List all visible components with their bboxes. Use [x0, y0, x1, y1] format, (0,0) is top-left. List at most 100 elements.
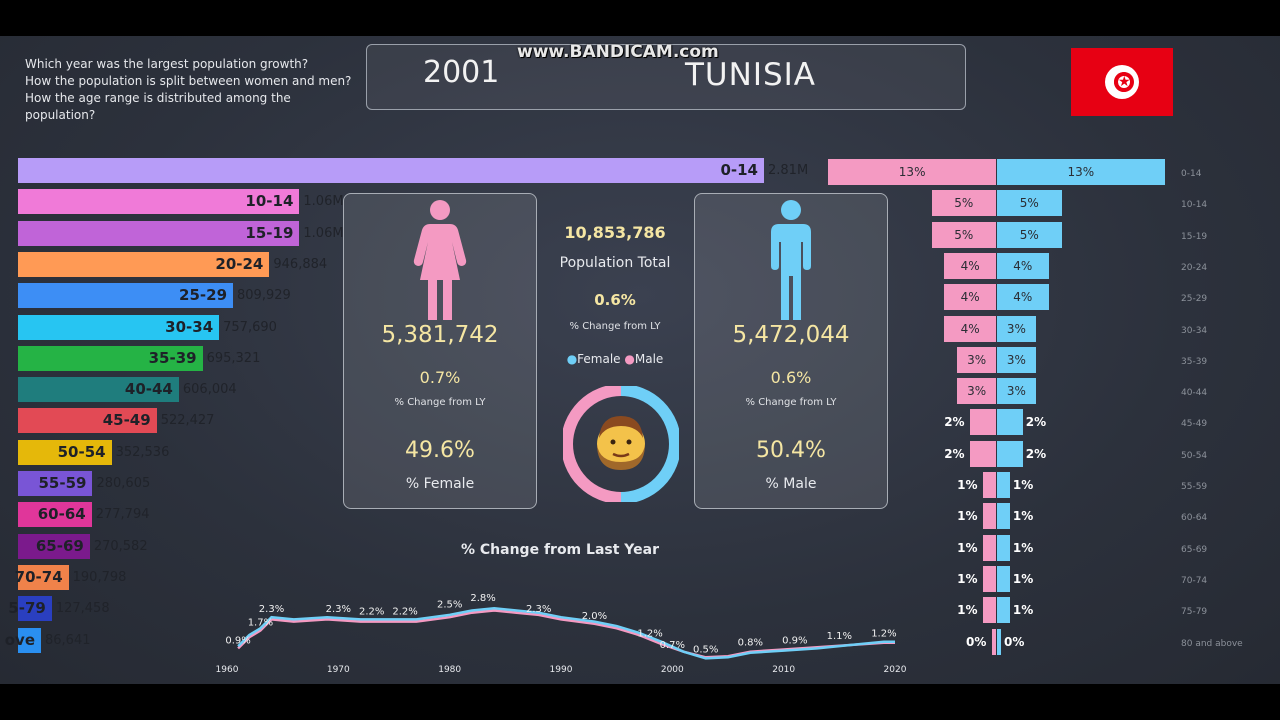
male-change: 0.6%	[770, 368, 812, 387]
age-bar-value: 127,458	[55, 601, 110, 617]
pyramid-female-bar	[970, 409, 996, 436]
pyramid-age-label: 75-79	[1181, 607, 1208, 618]
age-bar-label: 15-19	[245, 223, 294, 242]
total-change: 0.6%	[594, 291, 636, 309]
pyramid-male-label: 1%	[1012, 603, 1034, 618]
pyramid-female-label: 0%	[966, 634, 987, 649]
age-bar: 70-74 190,798	[14, 564, 126, 590]
male-share: 50.4%	[756, 438, 826, 463]
pyramid-age-label: 40-44	[1181, 388, 1208, 399]
pyramid-female-bar: 5%	[931, 221, 996, 248]
pyramid-age-label: 70-74	[1181, 575, 1208, 586]
pyramid-male-label: 1%	[1012, 571, 1034, 586]
x-tick-label: 1960	[216, 665, 239, 675]
pyramid-male-label: 0%	[1004, 634, 1025, 649]
age-bar-value: 695,321	[206, 350, 261, 366]
age-bar: 40-44 606,004	[18, 377, 237, 403]
age-bar-label: 20-24	[215, 254, 264, 273]
age-bar: 50-54 352,536	[18, 439, 169, 465]
age-bar-value: 606,004	[182, 382, 237, 398]
pyramid-male-bar: 3%	[997, 378, 1036, 405]
age-bar-value: 280,605	[96, 476, 151, 491]
point-label: 0.5%	[693, 644, 718, 655]
legend-dot-male: ●	[624, 352, 635, 366]
legend-male-label: Male	[634, 352, 664, 366]
pyramid-age-label: 80 and above	[1181, 638, 1243, 649]
change-line-chart: 0.9% 1.7% 2.3% 2.3% 2.2% 2.2% 2.5% 2.8% 2.3% 2.0%…	[216, 593, 907, 675]
age-bar-value: 946,884	[273, 256, 328, 272]
male-count: 5,472,044	[732, 322, 850, 348]
pyramid-female-bar	[983, 472, 996, 498]
age-bar: 20-24 946,884	[18, 251, 327, 277]
age-bar: 15-19 1.06M	[18, 220, 344, 246]
population-total-value: 10,853,786	[564, 223, 666, 242]
pyramid-male-bar	[997, 409, 1023, 436]
pyramid-age-label: 55-59	[1181, 482, 1208, 492]
pyramid-male-bar	[997, 597, 1010, 624]
age-bar-value: 522,427	[160, 413, 215, 429]
pyramid-age-label: 65-69	[1181, 544, 1208, 555]
age-bar-label: 10-14	[245, 192, 294, 211]
pyramid-female-bar	[983, 565, 996, 592]
point-label: 1.1%	[827, 631, 852, 642]
pyramid-age-label: 50-54	[1181, 450, 1208, 461]
pyramid-male-bar: 5%	[997, 190, 1062, 217]
pyramid-female-label: 2%	[944, 446, 965, 461]
pyramid-male-bar	[997, 565, 1010, 592]
question-line: population?	[25, 108, 96, 122]
donut-female-arc	[563, 386, 622, 502]
pyramid-age-label: 45-49	[1181, 419, 1208, 430]
pyramid-age-label: 10-14	[1181, 200, 1208, 211]
male-share-label: % Male	[765, 476, 817, 492]
question-block: Which year was the largest population gr…	[25, 56, 365, 124]
age-bar-label: 70-74	[14, 567, 63, 586]
age-bar-label: 65-69	[35, 536, 84, 555]
age-bar-label: ove	[4, 630, 35, 649]
age-bar-value: 270,582	[93, 538, 148, 554]
pyramid-male-bar	[997, 472, 1010, 498]
pyramid-female-label: 1%	[957, 540, 978, 555]
age-bar: ove 86,641	[5, 627, 91, 653]
dashboard-canvas: Which year was the largest population gr…	[0, 36, 1280, 684]
pyramid-age-label: 15-19	[1181, 231, 1208, 242]
age-bar-label: 0-14	[720, 161, 758, 179]
point-label: 2.8%	[470, 593, 495, 604]
pyramid-male-bar: 3%	[997, 315, 1036, 342]
pyramid-age-label: 60-64	[1181, 513, 1208, 524]
question-line: How the population is split between wome…	[25, 74, 352, 88]
x-tick-label: 2010	[772, 665, 795, 675]
x-tick-label: 1970	[327, 665, 350, 675]
pyramid-age-label: 25-29	[1181, 294, 1208, 305]
pyramid-female-bar: 4%	[944, 252, 996, 279]
age-bar-label: 55-59	[38, 474, 87, 492]
pyramid-female-bar: 13%	[828, 159, 996, 185]
pyramid-female-bar	[983, 534, 996, 561]
point-label: 0.9%	[782, 635, 807, 646]
total-change-label: % Change from LY	[569, 321, 661, 332]
x-tick-label: 1990	[550, 665, 573, 675]
pyramid-male-label: 1%	[1012, 509, 1034, 524]
pyramid-age-label: 35-39	[1181, 356, 1208, 367]
watermark: www.BANDICAM.com	[517, 42, 719, 62]
age-bar-label: 40-44	[124, 380, 173, 399]
age-bar-value: 757,690	[223, 319, 277, 335]
age-bar-label: 60-64	[37, 505, 86, 524]
male-figure-icon	[771, 200, 811, 320]
pyramid-age-label: 20-24	[1181, 262, 1208, 273]
age-bar-label: 30-34	[165, 317, 214, 336]
age-bar-value: 86,641	[45, 632, 91, 648]
pyramid-male-bar: 13%	[997, 159, 1165, 185]
pyramid-male-bar: 4%	[997, 284, 1049, 311]
point-label: 2.3%	[326, 604, 351, 615]
pyramid-male-bar	[997, 628, 1001, 655]
male-change-label: % Change from LY	[745, 397, 837, 408]
age-bar-label: 35-39	[148, 348, 197, 367]
point-label: 2.2%	[359, 606, 384, 617]
point-label: 2.2%	[392, 606, 417, 617]
point-label: 2.0%	[582, 611, 607, 622]
question-line: Which year was the largest population gr…	[25, 57, 309, 71]
pyramid-female-label: 1%	[957, 571, 978, 586]
age-bar: 45-49 522,427	[18, 408, 214, 434]
female-change: 0.7%	[419, 368, 461, 387]
country-label: TUNISIA	[685, 57, 816, 93]
